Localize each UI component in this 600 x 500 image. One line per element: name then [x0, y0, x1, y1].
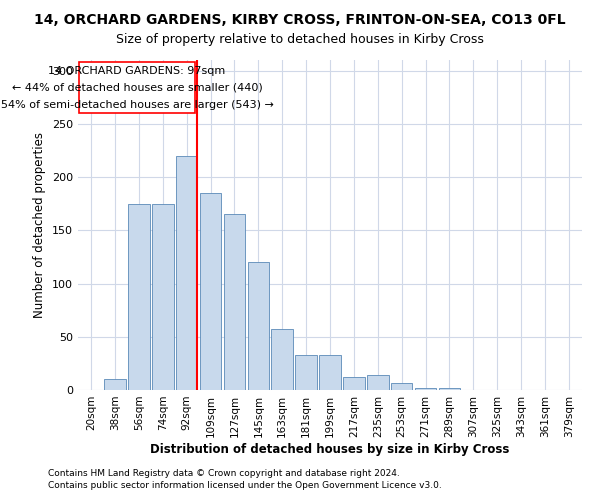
X-axis label: Distribution of detached houses by size in Kirby Cross: Distribution of detached houses by size …: [151, 442, 509, 456]
Bar: [176, 156, 197, 390]
Bar: [79, 62, 195, 113]
Bar: [415, 388, 436, 390]
Bar: [391, 382, 412, 390]
Bar: [295, 355, 317, 390]
Text: 14, ORCHARD GARDENS, KIRBY CROSS, FRINTON-ON-SEA, CO13 0FL: 14, ORCHARD GARDENS, KIRBY CROSS, FRINTO…: [34, 12, 566, 26]
Bar: [271, 330, 293, 390]
Bar: [152, 204, 173, 390]
Text: 14 ORCHARD GARDENS: 97sqm: 14 ORCHARD GARDENS: 97sqm: [49, 66, 226, 76]
Text: Size of property relative to detached houses in Kirby Cross: Size of property relative to detached ho…: [116, 32, 484, 46]
Bar: [319, 355, 341, 390]
Bar: [439, 388, 460, 390]
Y-axis label: Number of detached properties: Number of detached properties: [34, 132, 46, 318]
Bar: [128, 204, 149, 390]
Text: ← 44% of detached houses are smaller (440): ← 44% of detached houses are smaller (44…: [12, 82, 262, 92]
Bar: [200, 193, 221, 390]
Text: 54% of semi-detached houses are larger (543) →: 54% of semi-detached houses are larger (…: [1, 100, 274, 110]
Text: Contains public sector information licensed under the Open Government Licence v3: Contains public sector information licen…: [48, 481, 442, 490]
Text: Contains HM Land Registry data © Crown copyright and database right 2024.: Contains HM Land Registry data © Crown c…: [48, 468, 400, 477]
Bar: [104, 380, 126, 390]
Bar: [248, 262, 269, 390]
Bar: [343, 377, 365, 390]
Bar: [224, 214, 245, 390]
Bar: [367, 375, 389, 390]
